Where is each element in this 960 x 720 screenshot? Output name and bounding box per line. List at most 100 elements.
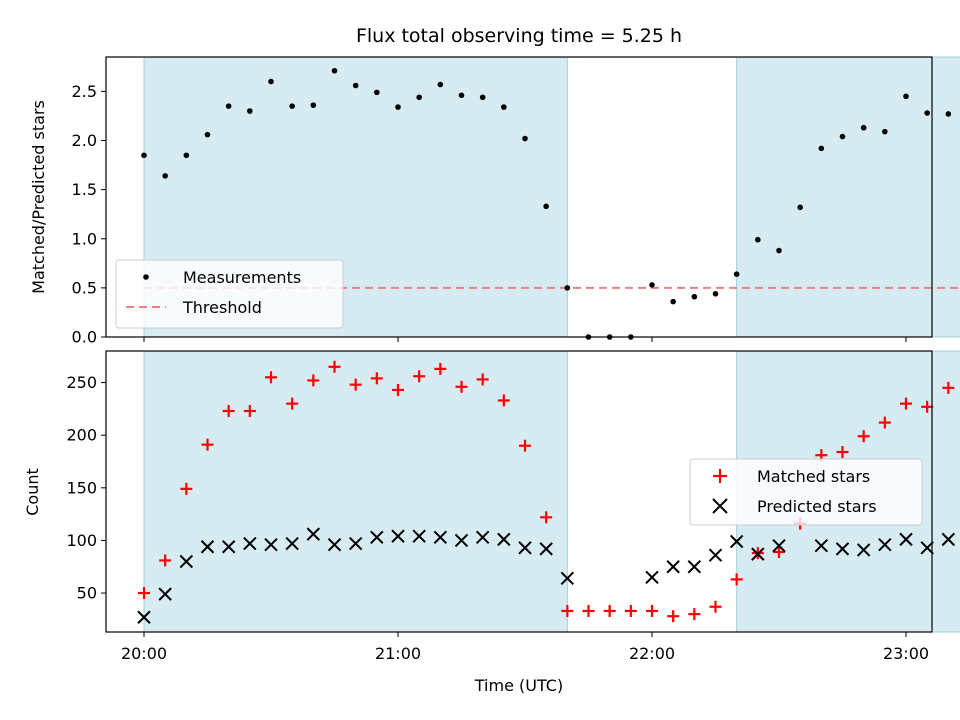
top-x-ticks [143,337,907,342]
matched-star-point [222,404,235,417]
predicted-star-point [518,541,532,555]
measurement-point [162,173,168,179]
matched-star-point [307,374,320,387]
predicted-star-point [539,542,553,556]
x-tick-label: 20:00 [121,644,167,663]
legend-threshold-label: Threshold [182,298,262,317]
predicted-star-point [645,570,659,584]
predicted-star-point [412,529,426,543]
measurement-point [374,89,380,96]
matched-star-point [942,381,955,394]
chart-title: Flux total observing time = 5.25 h [356,25,682,47]
matched-star-point [688,608,701,621]
matched-star-point [286,397,299,410]
matched-star-point [434,362,447,375]
matched-star-point [624,604,637,617]
predicted-star-point [137,610,151,624]
measurement-point [712,290,719,297]
bottom-y-ticks: 50 100 150 200 250 [66,373,106,603]
predicted-star-point [835,542,850,556]
y-tick-label: 200 [66,426,97,445]
measurement-point [437,81,444,88]
bottom-y-axis-label: Count [23,468,42,516]
matched-star-point [159,554,172,567]
predicted-star-point [814,538,829,553]
y-tick-label: 1.5 [72,180,97,199]
y-tick-label: 2.0 [72,131,97,150]
predicted-star-point [708,548,723,562]
predicted-star-point [751,547,765,561]
matched-star-point [413,370,426,383]
matched-star-point [921,400,934,413]
predicted-star-point [370,530,384,544]
measurement-point [882,128,888,135]
measurement-point [818,145,825,152]
measurement-point [331,67,338,74]
y-tick-label: 250 [66,373,97,392]
matched-star-point [370,372,383,385]
bottom-shaded-spans [143,350,960,633]
top-axes-frame [105,56,933,338]
top-panel: 0.0 0.5 1.0 1.5 2.0 2.5 Matched/Predicted sta… [29,56,960,347]
matched-stars-points [138,360,955,623]
matched-star-point [561,604,574,617]
measurement-points [141,67,952,340]
predicted-star-point [475,530,490,544]
x-tick-label: 21:00 [375,644,421,663]
matched-star-point [201,438,214,451]
predicted-star-point [221,540,236,554]
legend-matched-marker [713,469,727,483]
matched-star-point [603,604,616,617]
predicted-star-point [327,537,342,552]
measurement-point [141,152,147,159]
legend-matched-label: Matched stars [757,467,870,486]
measurement-point [924,110,930,116]
measurement-point [522,135,528,142]
measurement-point [649,282,655,288]
top-legend: Measurements Threshold [115,259,344,329]
predicted-star-point [666,560,680,574]
y-tick-label: 0.0 [72,328,97,347]
y-tick-label: 100 [66,531,97,550]
measurement-point [776,247,782,254]
predicted-star-point [941,532,956,547]
measurement-point [247,108,253,114]
matched-star-point [519,439,531,452]
predicted-star-point [899,532,913,547]
matched-star-point [180,482,193,495]
measurement-point [204,131,211,138]
measurement-point [839,133,846,140]
shaded-span-1 [143,350,568,633]
predicted-star-point [729,534,744,549]
measurement-point [225,103,232,109]
measurement-point [310,102,317,108]
y-tick-label: 50 [77,584,97,603]
matched-star-point [646,604,658,617]
matched-star-point [265,371,277,384]
predicted-star-point [179,554,194,569]
matched-star-point [392,383,404,396]
legend-predicted-label: Predicted stars [757,497,877,516]
predicted-star-point [158,587,172,601]
x-axis-label: Time (UTC) [474,676,563,695]
predicted-star-point [200,540,215,554]
matched-star-point [730,573,743,586]
predicted-star-point [454,533,469,548]
predicted-star-point [560,571,575,586]
matched-star-point [476,373,489,386]
shaded-span-2 [736,56,960,338]
matched-star-point [243,404,256,417]
bottom-axes-frame [105,350,933,633]
measurement-point [755,236,761,243]
measurement-point [860,124,867,131]
predicted-stars-points [137,527,956,624]
y-tick-label: 2.5 [72,82,97,101]
predicted-star-point [306,527,321,541]
measurement-point [797,204,803,211]
measurement-point [733,271,740,277]
legend-predicted-marker [712,498,728,514]
predicted-star-point [497,532,511,547]
legend-measurement-marker [143,274,149,280]
measurement-point [416,94,422,101]
